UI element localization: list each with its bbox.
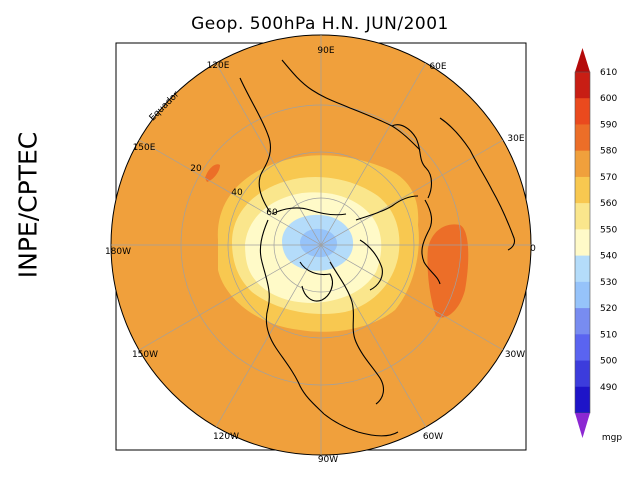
graticule <box>110 34 532 456</box>
colorbar-label: 550 <box>600 225 617 235</box>
colorbar-cell <box>575 203 590 230</box>
colorbar-cell <box>575 360 590 388</box>
colorbar-cell <box>575 176 590 204</box>
lon-label-60E: 60E <box>429 62 446 72</box>
colorbar-label: 600 <box>600 94 617 104</box>
colorbar-cells <box>574 71 591 414</box>
colorbar-labels: 610 600 590 580 570 560 550 540 530 520 510 500 490 <box>600 68 617 393</box>
coast-africa-north <box>439 117 516 251</box>
lon-label-90W: 90W <box>318 455 338 465</box>
colorbar-cell <box>575 386 590 414</box>
field-530-540 <box>300 228 338 258</box>
lon-label-90E: 90E <box>317 46 334 56</box>
map-title: Geop. 500hPa H.N. JUN/2001 <box>191 14 449 34</box>
high-cell-pacific <box>205 164 220 182</box>
longitude-labels: 90E 60E 30E 0 30W 60W 90W 120W 150W 180W… <box>105 46 536 465</box>
lon-label-30W: 30W <box>505 350 525 360</box>
colorbar-cell <box>575 229 590 256</box>
colorbar-cell <box>575 98 590 125</box>
colorbar-label: 500 <box>600 357 617 367</box>
colorbar-label: 540 <box>600 252 617 262</box>
colorbar-cell <box>575 255 590 283</box>
lon-label-0: 0 <box>530 244 536 254</box>
coast-siberia-north <box>271 207 347 216</box>
colorbar-label: 490 <box>600 383 617 393</box>
high-cell-atlantic <box>427 224 469 318</box>
colorbar-arrow-bottom <box>575 413 590 438</box>
colorbar-cell <box>575 281 590 309</box>
colorbar-cell <box>575 334 590 361</box>
colorbar-unit: mgp <box>602 433 622 443</box>
colorbar-label: 570 <box>600 173 617 183</box>
colorbar-label: 520 <box>600 304 617 314</box>
coast-russia-north <box>355 195 419 221</box>
colorbar-cell <box>575 308 590 335</box>
coast-europe <box>421 199 441 285</box>
lon-label-150W: 150W <box>132 350 158 360</box>
colorbar-label: 580 <box>600 147 617 157</box>
lon-label-150E: 150E <box>133 143 156 153</box>
lat-label-60: 60 <box>266 208 278 218</box>
lon-label-120W: 120W <box>213 432 239 442</box>
coast-south-asia <box>281 59 421 151</box>
coast-east-asia <box>239 77 271 213</box>
coast-north-america-west <box>259 219 325 415</box>
colorbar-label: 560 <box>600 199 617 209</box>
meridian-30E-150W <box>138 139 504 351</box>
coast-central-america <box>323 413 399 437</box>
lat-label-40: 40 <box>231 188 243 198</box>
lon-label-180W: 180W <box>105 247 131 257</box>
colorbar-cell <box>575 150 590 178</box>
coastlines <box>239 59 516 437</box>
colorbar-arrow-top <box>575 48 590 72</box>
lat-label-20: 20 <box>190 164 202 174</box>
lon-label-30E: 30E <box>507 134 524 144</box>
colorbar-label: 510 <box>600 330 617 340</box>
colorbar-label: 610 <box>600 68 617 78</box>
colorbar-label: 590 <box>600 120 617 130</box>
coast-hudson-bay <box>299 261 333 302</box>
coast-north-america-east <box>329 261 385 405</box>
colorbar-cell <box>575 124 590 151</box>
lon-label-60W: 60W <box>423 432 443 442</box>
colorbar-label: 530 <box>600 278 617 288</box>
lon-label-120E: 120E <box>207 61 230 71</box>
coast-greenland <box>359 239 383 291</box>
coast-mideast <box>391 124 433 199</box>
colorbar: 610600590580570560550540530520510500490 … <box>574 48 622 443</box>
colorbar-cell <box>575 72 590 99</box>
